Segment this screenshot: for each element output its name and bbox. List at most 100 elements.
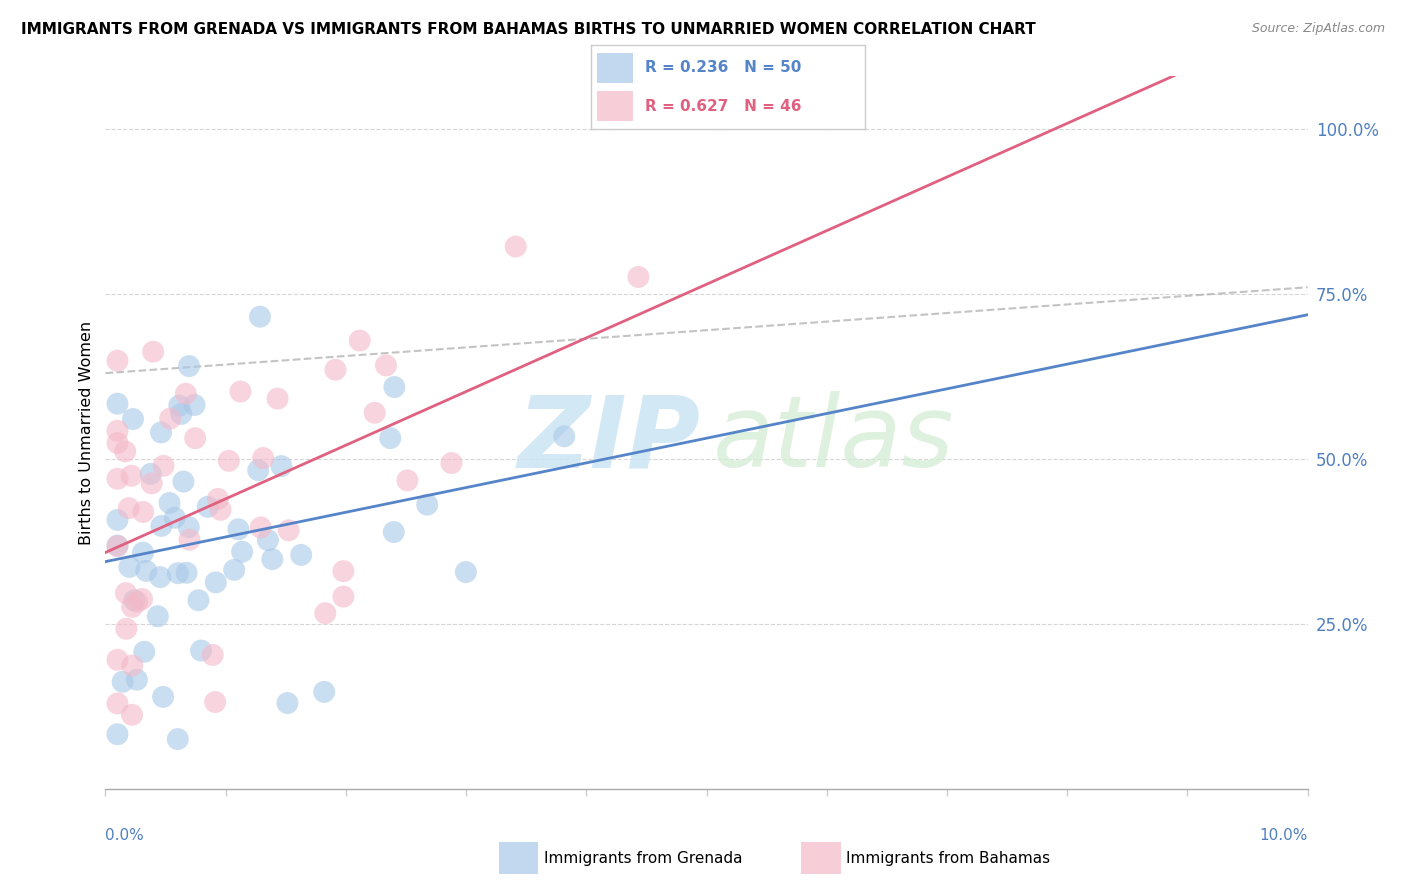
Point xyxy=(141,476,163,491)
Point xyxy=(204,575,226,590)
Point xyxy=(150,519,173,533)
Point xyxy=(332,590,354,604)
Point xyxy=(190,643,212,657)
Point xyxy=(120,468,142,483)
Point xyxy=(314,606,336,620)
Point xyxy=(277,524,299,538)
Point xyxy=(183,398,205,412)
Point xyxy=(224,563,246,577)
Point xyxy=(364,406,387,420)
Point xyxy=(127,595,149,609)
Point xyxy=(229,384,252,399)
Point xyxy=(121,707,143,722)
Point xyxy=(627,270,650,285)
Point xyxy=(228,522,250,536)
Point xyxy=(152,458,174,473)
Point xyxy=(325,362,347,376)
Point xyxy=(111,674,134,689)
Point xyxy=(122,412,145,426)
Point xyxy=(134,645,156,659)
Point xyxy=(107,539,129,553)
Text: R = 0.236   N = 50: R = 0.236 N = 50 xyxy=(645,61,801,76)
Point xyxy=(167,566,190,581)
Point xyxy=(121,599,143,614)
Point xyxy=(440,456,463,470)
Point xyxy=(416,498,439,512)
Point xyxy=(396,474,419,488)
Text: Immigrants from Bahamas: Immigrants from Bahamas xyxy=(846,851,1050,865)
Point xyxy=(107,436,129,450)
Point xyxy=(125,673,148,687)
Point xyxy=(209,503,232,517)
Text: ZIP: ZIP xyxy=(517,392,700,488)
Point xyxy=(184,431,207,445)
Point xyxy=(375,359,398,373)
Point xyxy=(382,380,405,394)
Point xyxy=(124,593,146,607)
Point xyxy=(172,475,194,489)
Point xyxy=(115,622,138,636)
Point xyxy=(290,548,312,562)
Point xyxy=(139,467,162,481)
Point xyxy=(553,429,575,443)
Text: IMMIGRANTS FROM GRENADA VS IMMIGRANTS FROM BAHAMAS BIRTHS TO UNMARRIED WOMEN COR: IMMIGRANTS FROM GRENADA VS IMMIGRANTS FR… xyxy=(21,22,1036,37)
Text: Immigrants from Grenada: Immigrants from Grenada xyxy=(544,851,742,865)
Point xyxy=(107,697,129,711)
Point xyxy=(332,564,354,578)
Point xyxy=(107,513,129,527)
Point xyxy=(207,491,229,506)
Point xyxy=(107,424,129,438)
Text: Source: ZipAtlas.com: Source: ZipAtlas.com xyxy=(1251,22,1385,36)
Point xyxy=(177,520,200,534)
Point xyxy=(107,653,129,667)
Text: 0.0%: 0.0% xyxy=(105,828,145,843)
Point xyxy=(142,344,165,359)
Point xyxy=(177,359,200,373)
Point xyxy=(135,564,157,578)
Point xyxy=(107,539,129,553)
Y-axis label: Births to Unmarried Women: Births to Unmarried Women xyxy=(79,320,94,545)
Point xyxy=(174,386,197,401)
Point xyxy=(146,609,169,624)
Point xyxy=(163,510,186,524)
Bar xyxy=(598,91,633,120)
Point xyxy=(380,431,402,445)
Point xyxy=(132,505,155,519)
Point xyxy=(107,472,129,486)
Text: R = 0.627   N = 46: R = 0.627 N = 46 xyxy=(645,98,801,113)
Point xyxy=(107,397,129,411)
Text: atlas: atlas xyxy=(713,392,955,488)
Point xyxy=(257,533,280,548)
Point xyxy=(204,695,226,709)
Point xyxy=(252,450,274,465)
Point xyxy=(170,407,193,421)
Point xyxy=(505,239,527,253)
Point xyxy=(114,444,136,458)
Point xyxy=(159,411,181,425)
Point xyxy=(314,685,336,699)
Point xyxy=(149,570,172,584)
Point xyxy=(179,533,201,547)
Point xyxy=(152,690,174,704)
Point xyxy=(115,586,138,600)
Point xyxy=(107,727,129,741)
Point xyxy=(169,399,191,413)
Point xyxy=(247,463,270,477)
Point xyxy=(276,696,298,710)
Point xyxy=(118,560,141,574)
Point xyxy=(270,459,292,474)
Bar xyxy=(598,54,633,83)
Text: 10.0%: 10.0% xyxy=(1260,828,1308,843)
Point xyxy=(382,524,405,539)
Point xyxy=(231,545,253,559)
Point xyxy=(159,496,181,510)
Point xyxy=(197,500,219,514)
Point xyxy=(218,454,240,468)
Point xyxy=(454,565,477,579)
Point xyxy=(266,392,288,406)
Point xyxy=(349,334,371,348)
Point xyxy=(132,546,155,560)
Point xyxy=(176,566,198,580)
Point xyxy=(118,501,141,516)
Point xyxy=(107,353,129,368)
